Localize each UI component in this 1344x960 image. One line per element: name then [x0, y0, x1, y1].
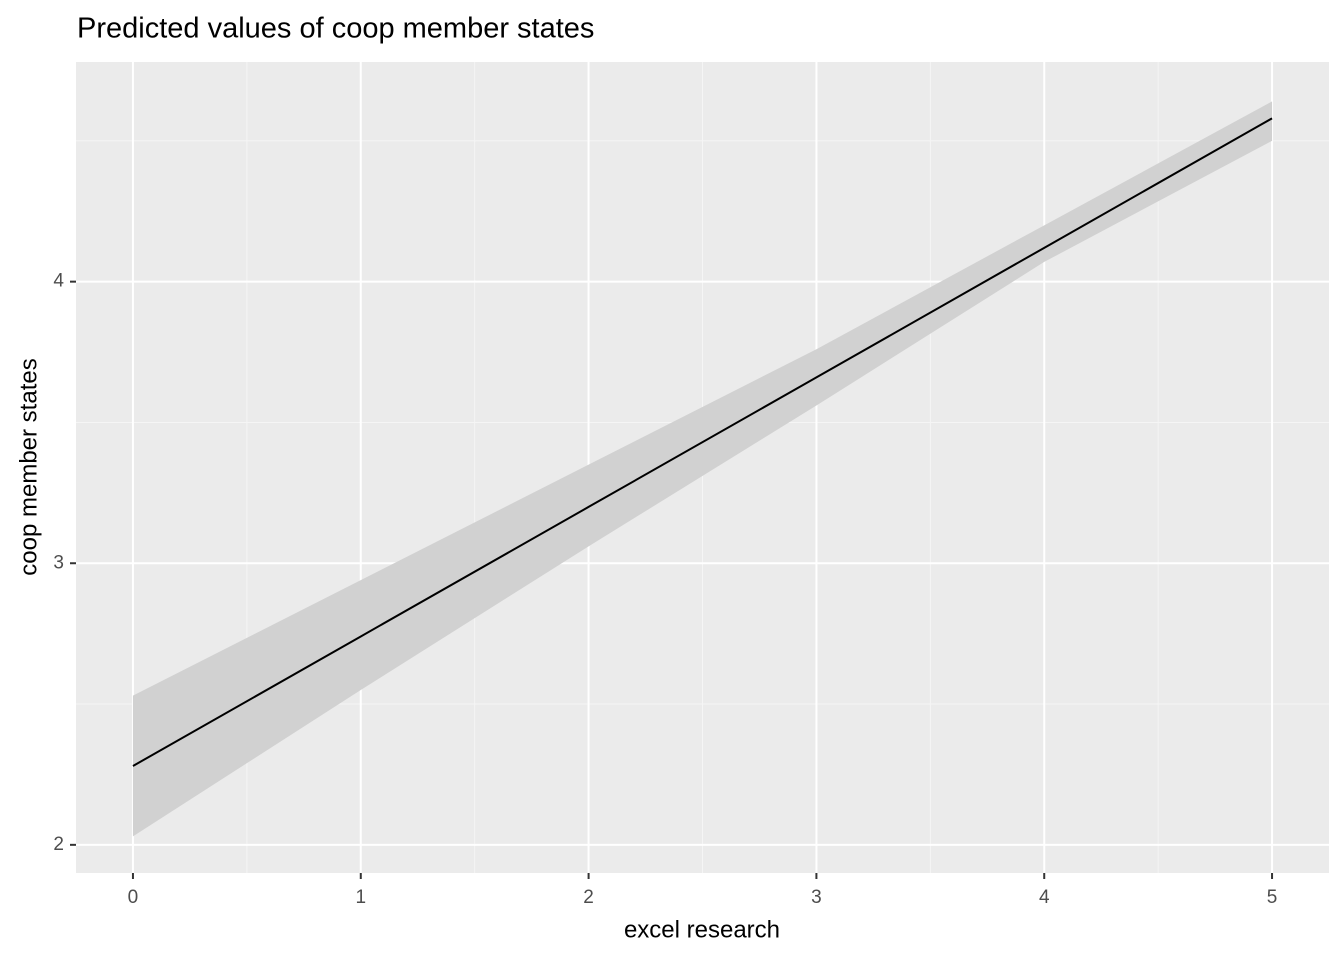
x-tick-label: 2 [583, 887, 594, 908]
chart-title: Predicted values of coop member states [77, 13, 594, 45]
line [132, 117, 1273, 767]
x-tick-label: 5 [1267, 887, 1278, 908]
x-tick-label: 3 [811, 887, 822, 908]
y-tick-label: 3 [53, 552, 64, 573]
confidence-band [132, 101, 1273, 837]
y-tick-label: 4 [53, 271, 64, 292]
x-tick-label: 1 [355, 887, 366, 908]
y-tick-label: 2 [53, 834, 64, 855]
x-axis-title: excel research [624, 916, 780, 943]
x-tick-label: 0 [128, 887, 139, 908]
x-tick-label: 4 [1039, 887, 1050, 908]
y-axis-title: coop member states [15, 358, 42, 575]
